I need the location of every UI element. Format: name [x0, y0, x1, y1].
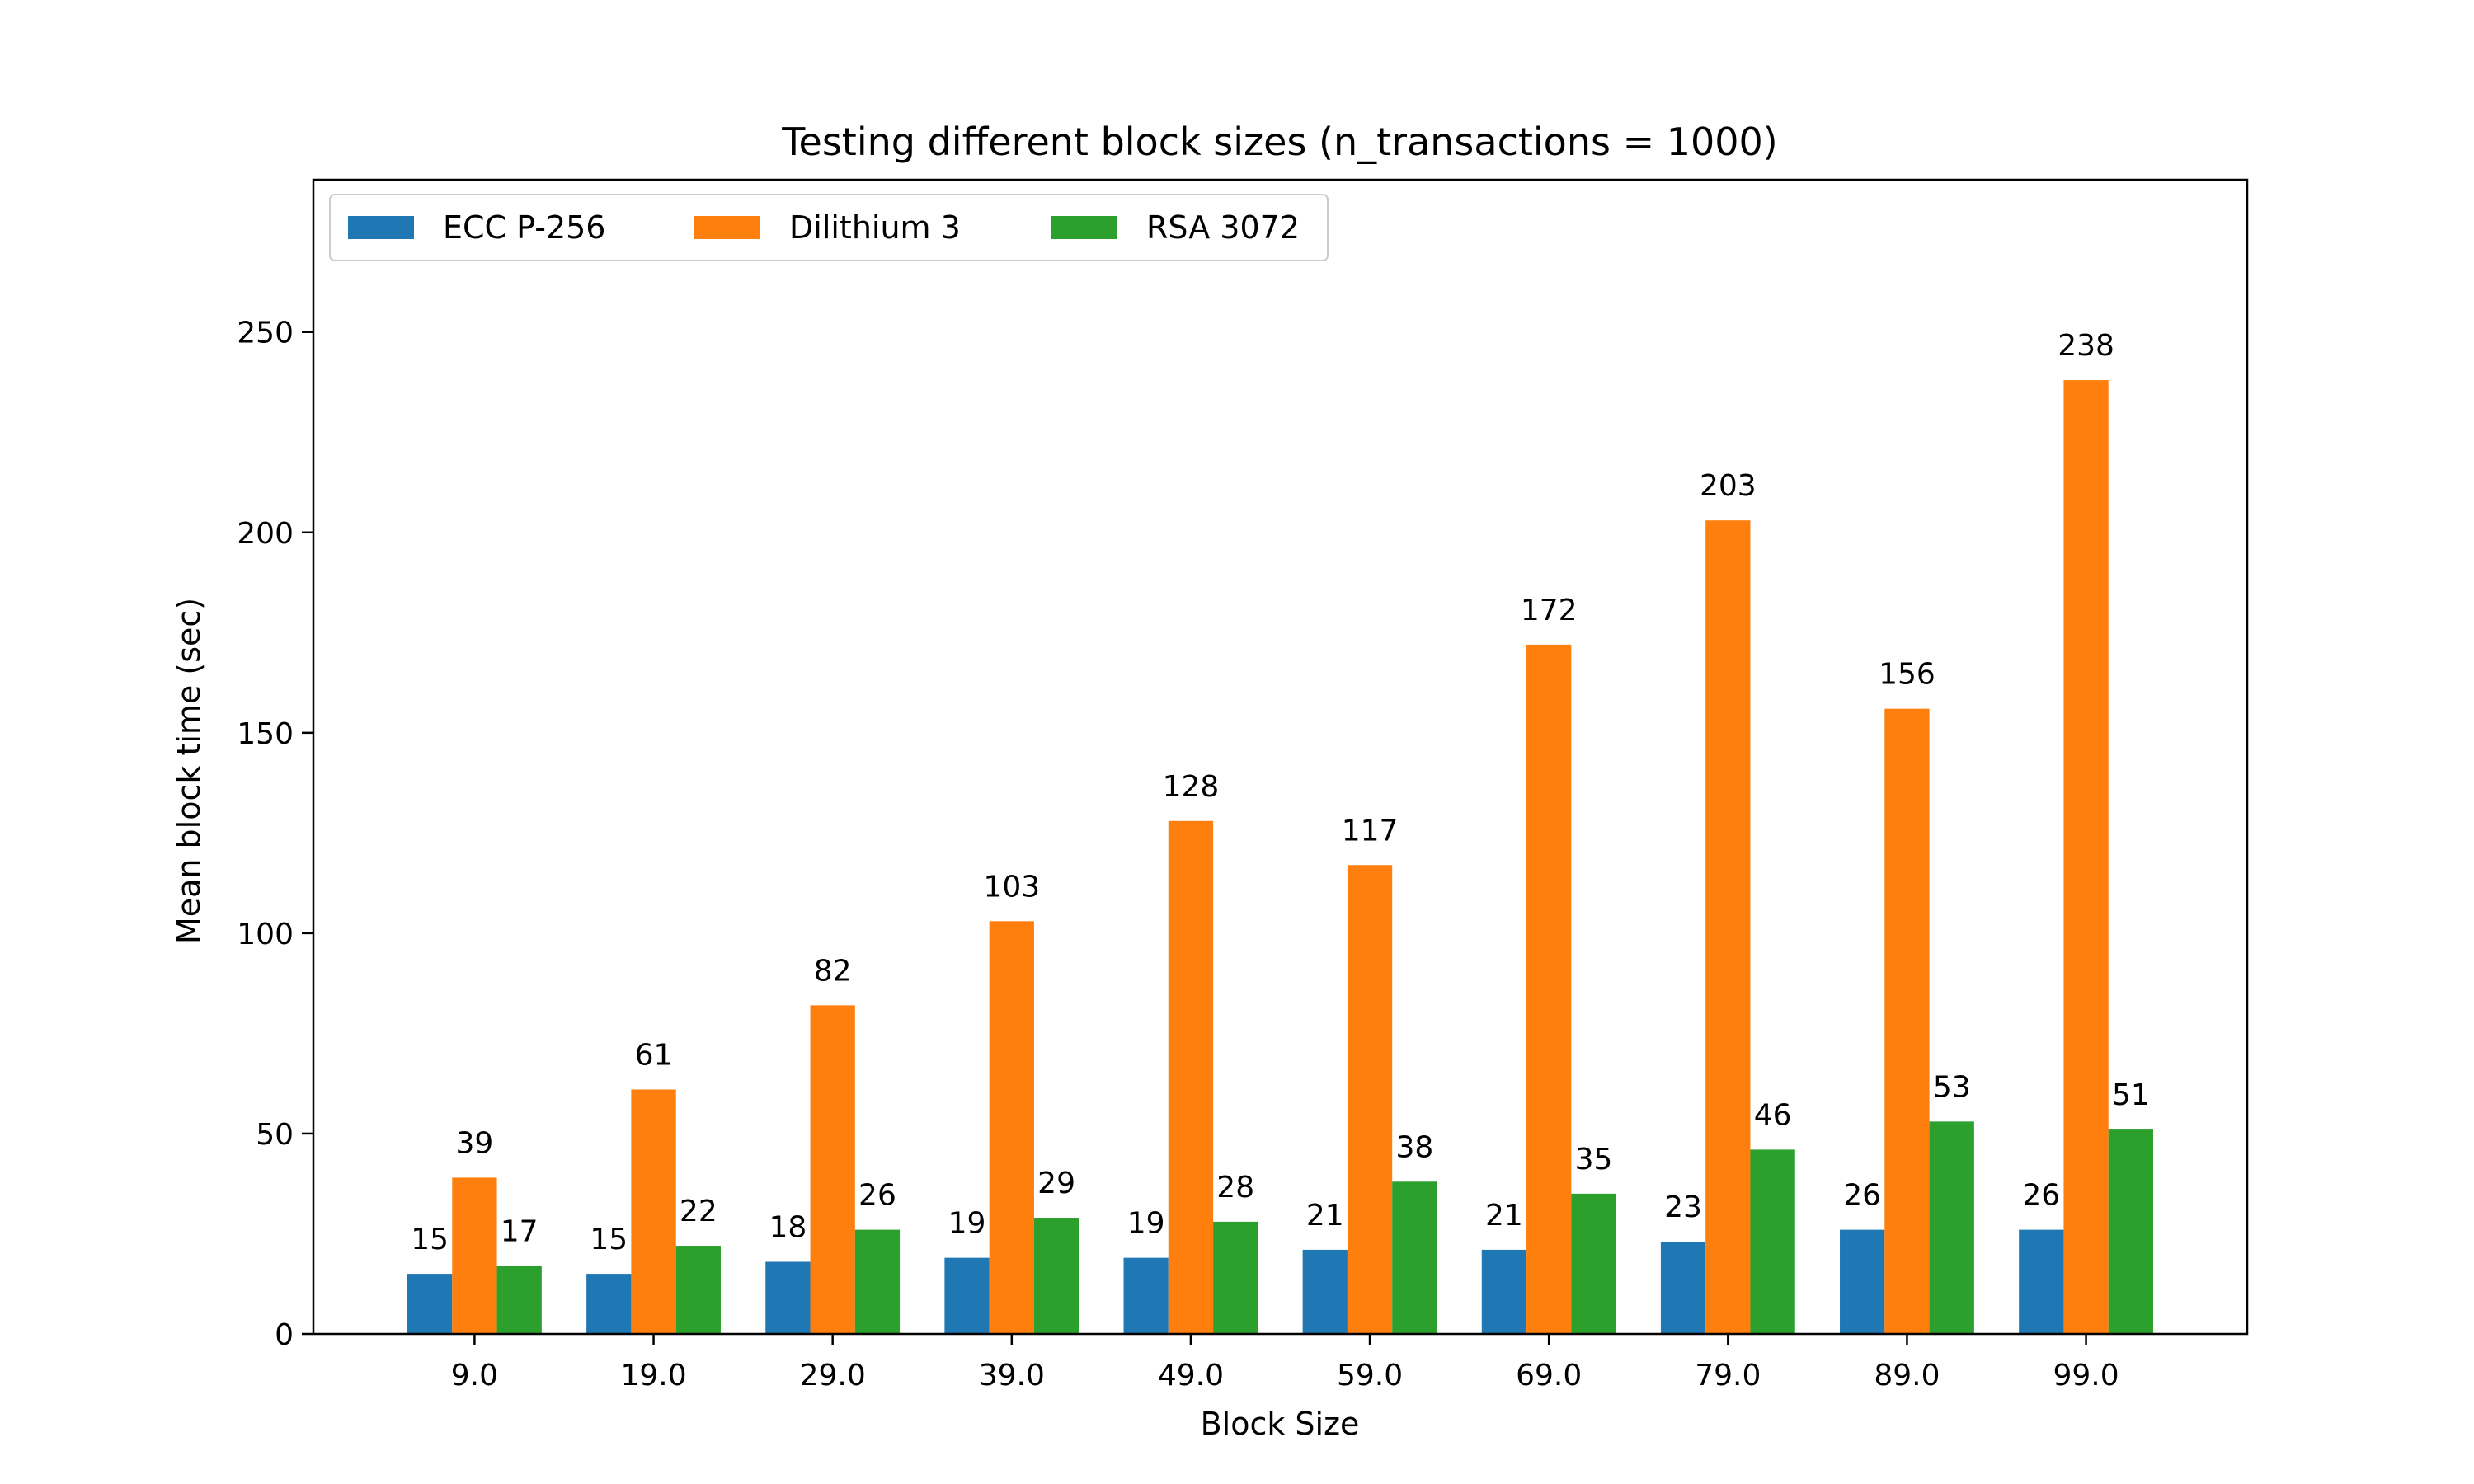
legend-swatch	[1051, 216, 1117, 239]
y-tick-label: 150	[237, 717, 294, 751]
bar-dilithium-3-9-0	[452, 1177, 497, 1334]
data-label: 103	[983, 870, 1040, 904]
bar-rsa-3072-39-0	[1033, 1218, 1079, 1334]
y-axis-label: Mean block time (sec)	[171, 598, 207, 944]
bar-rsa-3072-19-0	[675, 1246, 721, 1334]
x-tick-label: 19.0	[620, 1359, 686, 1392]
legend-label: ECC P-256	[443, 209, 605, 246]
bar-ecc-p-256-29-0	[765, 1261, 811, 1334]
data-label: 28	[1216, 1171, 1254, 1205]
x-tick-label: 9.0	[451, 1359, 498, 1392]
x-tick-label: 49.0	[1158, 1359, 1224, 1392]
data-label: 26	[858, 1179, 896, 1213]
data-label: 26	[1843, 1179, 1881, 1213]
x-tick-label: 79.0	[1695, 1359, 1761, 1392]
bar-rsa-3072-59-0	[1392, 1181, 1437, 1334]
chart-title: Testing different block sizes (n_transac…	[781, 120, 1778, 164]
data-label: 82	[814, 954, 852, 988]
bar-ecc-p-256-79-0	[1660, 1242, 1706, 1334]
data-label: 128	[1163, 770, 1220, 804]
data-label: 21	[1306, 1199, 1344, 1233]
bar-dilithium-3-69-0	[1526, 644, 1572, 1334]
bar-ecc-p-256-39-0	[944, 1257, 990, 1334]
bar-dilithium-3-59-0	[1347, 865, 1393, 1334]
data-label: 38	[1395, 1130, 1433, 1164]
bar-ecc-p-256-49-0	[1123, 1257, 1169, 1334]
x-axis-label: Block Size	[1201, 1406, 1360, 1442]
bar-dilithium-3-19-0	[631, 1089, 676, 1334]
bar-ecc-p-256-89-0	[1840, 1229, 1885, 1334]
data-label: 39	[456, 1126, 494, 1160]
data-label: 15	[590, 1223, 628, 1256]
legend-label: RSA 3072	[1146, 209, 1300, 246]
data-label: 26	[2022, 1179, 2060, 1213]
bar-rsa-3072-79-0	[1750, 1149, 1795, 1334]
data-label: 15	[411, 1223, 449, 1256]
bars-layer	[407, 380, 2154, 1334]
legend-swatch	[694, 216, 760, 239]
y-tick-label: 0	[275, 1318, 294, 1352]
bar-dilithium-3-89-0	[1884, 708, 1930, 1334]
data-label: 21	[1485, 1199, 1523, 1233]
legend-swatch	[348, 216, 414, 239]
x-tick-label: 69.0	[1516, 1359, 1582, 1392]
x-tick-label: 39.0	[979, 1359, 1045, 1392]
y-tick-label: 200	[237, 517, 294, 551]
bar-ecc-p-256-59-0	[1302, 1249, 1348, 1334]
data-label: 35	[1575, 1143, 1613, 1176]
bar-rsa-3072-89-0	[1929, 1121, 1974, 1334]
bar-dilithium-3-49-0	[1168, 820, 1214, 1334]
bar-ecc-p-256-9-0	[407, 1274, 453, 1334]
bar-dilithium-3-79-0	[1705, 520, 1751, 1334]
data-label: 22	[680, 1195, 717, 1228]
y-tick-label: 250	[237, 317, 294, 350]
data-label: 46	[1754, 1098, 1792, 1132]
legend: ECC P-256 Dilithium 3 RSA 3072	[329, 194, 1329, 261]
data-label: 203	[1700, 469, 1757, 503]
bar-rsa-3072-49-0	[1213, 1221, 1258, 1334]
bar-rsa-3072-69-0	[1571, 1193, 1616, 1334]
data-label: 172	[1521, 594, 1578, 627]
data-labels-layer: 15 15 18 19 19 21 21 23 26 26 39 61 82 103 128 117 172 20…	[411, 329, 2150, 1256]
bar-dilithium-3-29-0	[810, 1005, 855, 1334]
bar-dilithium-3-39-0	[989, 921, 1034, 1334]
data-label: 117	[1342, 814, 1399, 848]
bar-ecc-p-256-69-0	[1481, 1249, 1527, 1334]
data-label: 19	[1127, 1207, 1165, 1241]
plot-frame	[312, 178, 2249, 1336]
bar-ecc-p-256-99-0	[2019, 1229, 2064, 1334]
bar-dilithium-3-99-0	[2063, 380, 2109, 1334]
y-tick-label: 50	[256, 1118, 294, 1152]
data-label: 17	[501, 1214, 539, 1248]
x-tick-label: 89.0	[1874, 1359, 1940, 1392]
data-label: 238	[2058, 329, 2114, 363]
data-label: 156	[1879, 658, 1935, 692]
axes-layer: 0 50 100 150 200 250 9.0 19.0 29.0 39.0 49.0 59.0 69…	[237, 178, 2249, 1392]
x-tick-label: 29.0	[800, 1359, 866, 1392]
data-label: 29	[1037, 1167, 1075, 1200]
data-label: 19	[948, 1207, 986, 1241]
y-tick-label: 100	[237, 918, 294, 951]
data-label: 61	[635, 1038, 673, 1072]
legend-box	[329, 194, 1329, 261]
bar-rsa-3072-9-0	[496, 1266, 542, 1334]
x-tick-label: 59.0	[1337, 1359, 1403, 1392]
data-label: 53	[1933, 1070, 1971, 1104]
bar-rsa-3072-29-0	[854, 1229, 901, 1334]
legend-label: Dilithium 3	[789, 209, 961, 246]
bar-rsa-3072-99-0	[2108, 1129, 2154, 1334]
data-label: 18	[769, 1211, 807, 1245]
data-label: 51	[2112, 1078, 2150, 1112]
x-tick-label: 99.0	[2053, 1359, 2119, 1392]
bar-ecc-p-256-19-0	[586, 1274, 632, 1334]
data-label: 23	[1664, 1190, 1702, 1224]
